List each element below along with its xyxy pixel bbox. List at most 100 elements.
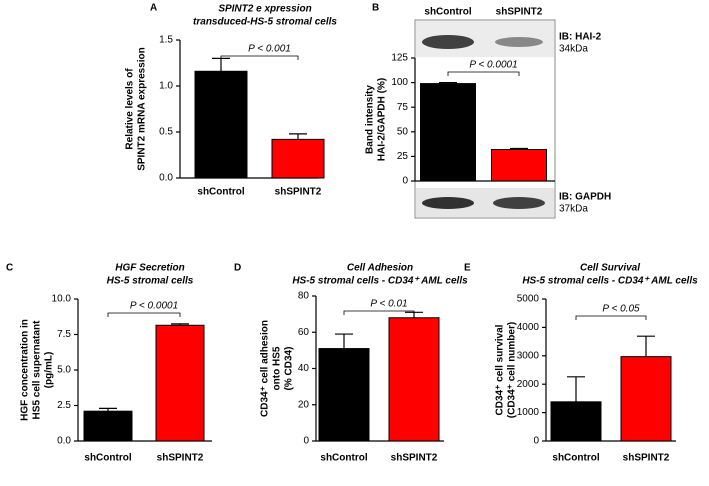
p-value: P < 0.001	[248, 44, 291, 55]
y-tick-label: 4000	[517, 322, 540, 333]
y-tick-label: 0.5	[159, 127, 173, 138]
y-axis-label: Relative levels of	[125, 68, 136, 150]
chart-title: Cell Adhesion	[347, 263, 413, 274]
blot-band	[493, 197, 545, 209]
y-tick-label: 1000	[517, 407, 540, 418]
blot-label: 34kDa	[559, 44, 588, 55]
y-axis-label: SPINT2 mRNA expression	[137, 47, 148, 171]
blot-band	[422, 197, 474, 209]
y-tick-label: 100	[391, 77, 408, 88]
y-tick-label: 125	[391, 53, 408, 64]
panel: A SPINT2 e xpression transduced-HS-5 strom…	[125, 3, 338, 198]
y-axis-label: HGF concentration in	[20, 319, 31, 421]
x-tick-label: shSPINT2	[623, 453, 670, 464]
y-axis-label: (pg/mL)	[44, 352, 55, 389]
y-tick-label: 0.0	[57, 436, 71, 447]
y-tick-label: 0.0	[159, 173, 173, 184]
x-tick-label: shSPINT2	[157, 453, 204, 464]
y-tick-label: 7.5	[57, 329, 71, 340]
bar	[420, 83, 476, 182]
chart-title: HGF Secretion	[115, 263, 184, 274]
panel: C HGF Secretion HS-5 stromal cells HGF conc…	[6, 263, 212, 464]
chart-title: HS-5 stromal cells	[107, 276, 194, 287]
bar	[194, 70, 248, 179]
p-value: P < 0.05	[602, 304, 640, 315]
significance-bracket	[220, 55, 299, 60]
y-tick-label: 2.5	[57, 400, 71, 411]
panel-letter: A	[150, 3, 157, 14]
x-tick-label: shControl	[84, 453, 131, 464]
error-bar	[567, 376, 585, 402]
error-bar	[171, 323, 189, 326]
panel-letter: E	[464, 263, 471, 274]
y-tick-label: 0	[402, 176, 408, 187]
y-tick-label: 75	[397, 102, 409, 113]
y-axis-label: CD34⁺ cell adhesion	[260, 320, 271, 417]
y-axis-label: (% CD34)	[284, 347, 295, 391]
bar	[550, 401, 602, 442]
chart-title: SPINT2 e xpression	[218, 4, 311, 15]
y-tick-label: 2000	[517, 379, 540, 390]
y-tick-label: 5000	[517, 294, 540, 305]
blot-band	[422, 35, 474, 49]
y-tick-label: 20	[298, 399, 310, 410]
y-tick-label: 40	[298, 363, 310, 374]
panel: E Cell Survival HS-5 stromal cells - CD34⁺…	[464, 263, 698, 464]
y-tick-label: 3000	[517, 350, 540, 361]
significance-bracket	[343, 310, 415, 315]
panel-letter: B	[372, 3, 379, 14]
y-tick-label: 80	[298, 291, 310, 302]
error-bar	[99, 407, 117, 412]
significance-bracket	[575, 315, 647, 320]
y-tick-label: 10.0	[52, 294, 72, 305]
chart-title: HS-5 stromal cells - CD34⁺ AML cells	[522, 276, 698, 287]
p-value: P < 0.01	[370, 299, 407, 310]
chart-title: HS-5 stromal cells - CD34⁺ AML cells	[292, 276, 468, 287]
chart-title: transduced-HS-5 stromal cells	[193, 17, 337, 28]
y-tick-label: 1.0	[159, 81, 173, 92]
panel-letter: C	[6, 263, 13, 274]
x-tick-label: shControl	[197, 187, 244, 198]
y-tick-label: 0	[533, 436, 539, 447]
y-tick-label: 60	[298, 327, 310, 338]
y-tick-label: 50	[397, 126, 409, 137]
bar	[388, 317, 440, 442]
error-bar	[637, 335, 655, 357]
p-value: P < 0.0001	[469, 60, 517, 71]
bar	[271, 138, 325, 179]
chart-title: Cell Survival	[580, 263, 640, 274]
bar	[155, 324, 205, 442]
error-bar	[439, 81, 457, 84]
x-tick-label: shSPINT2	[496, 7, 543, 18]
y-tick-label: 0	[303, 436, 309, 447]
y-axis-label: CD34⁺ cell survival	[495, 324, 506, 415]
y-axis-label: HS5 cell supernatant	[32, 320, 43, 420]
panel: D Cell Adhesion HS-5 stromal cells - CD34⁺…	[234, 263, 468, 464]
bar	[318, 348, 370, 442]
panel-letter: D	[234, 263, 241, 274]
p-value: P < 0.0001	[130, 301, 178, 312]
significance-bracket	[107, 312, 181, 317]
bar	[620, 356, 672, 442]
x-tick-label: shSPINT2	[391, 453, 438, 464]
x-tick-label: shControl	[552, 453, 599, 464]
y-tick-label: 1.5	[159, 35, 173, 46]
error-bar	[335, 333, 353, 349]
error-bar	[212, 57, 230, 72]
x-tick-label: shControl	[424, 7, 471, 18]
x-tick-label: shControl	[320, 453, 367, 464]
x-tick-label: shSPINT2	[275, 187, 322, 198]
blot-label: 37kDa	[559, 204, 588, 215]
error-bar	[510, 147, 528, 150]
blot-label: IB: HAI-2	[559, 32, 602, 43]
significance-bracket	[447, 71, 520, 76]
bar	[83, 410, 133, 442]
y-axis-label: Band intensity	[365, 85, 376, 154]
y-axis-label: HAI-2/GAPDH (%)	[377, 78, 388, 161]
y-axis-label: (CD34⁺ cell number)	[507, 322, 518, 418]
y-axis-label: onto HS5	[272, 346, 283, 390]
y-tick-label: 5.0	[57, 365, 71, 376]
y-tick-label: 25	[397, 151, 409, 162]
